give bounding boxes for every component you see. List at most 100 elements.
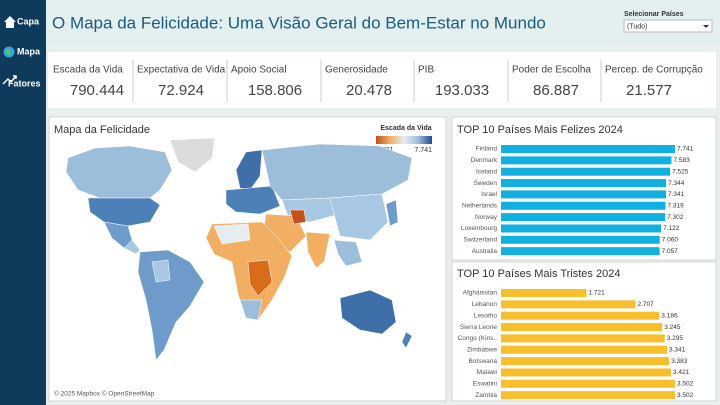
value-label: 7.319 [668,202,685,209]
category-label: Sierra Leone [460,324,498,331]
home-icon [4,16,16,28]
kpi-label: PIB [418,65,434,76]
chart-panel [451,261,717,402]
afghanistan [289,209,307,225]
kpi-label: Percep. de Corrupção [605,65,703,76]
south-america [137,249,205,361]
bar [501,213,666,222]
value-label: 3.421 [673,369,690,376]
kpi-value: 193.033 [435,82,489,99]
category-label: Afghanistan [463,290,498,297]
value-label: 3.383 [671,358,688,365]
sidebar [0,0,46,405]
kpi-label: Expectativa de Vida [137,65,226,76]
chart-icon [2,75,17,85]
new-zealand [401,331,413,349]
bar [501,167,671,176]
chart-title: TOP 10 Países Mais Tristes 2024 [457,268,620,280]
nav-item[interactable]: Fatores [8,78,41,88]
bar [501,190,667,199]
kpi-value: 20.478 [346,82,392,99]
map-credit: © 2025 Mapbox © OpenStreetMap [54,390,155,398]
venezuela-region [151,259,171,283]
map-title: Mapa da Felicidade [54,124,150,136]
kpi-label: Generosidade [325,65,388,76]
value-label: 3.295 [667,335,684,342]
value-label: 7.060 [662,237,679,244]
category-label: Finland [476,146,498,153]
category-label: Denmark [471,157,498,164]
filter-dropdown[interactable] [623,19,713,33]
legend-gradient [376,136,432,144]
value-label: 7.057 [662,248,679,255]
bar [501,247,660,256]
bar [501,300,636,309]
value-label: 7.741 [677,146,694,153]
kpi-value: 72.924 [158,82,204,99]
category-label: Lebanon [472,301,498,308]
filter-value: (Tudo) [627,23,647,30]
kpi-value: 158.806 [248,82,302,99]
value-label: 7.583 [673,157,690,164]
value-label: 7.525 [672,168,689,175]
china [329,193,389,241]
russia [261,143,413,201]
legend-title: Escada da Vida [380,125,431,132]
category-label: Netherlands [462,202,498,209]
bar [501,179,667,188]
category-label: Iceland [476,168,497,175]
value-label: 3.341 [669,346,686,353]
value-label: 2.707 [637,301,654,308]
category-label: Lesotho [474,312,498,319]
kpi-strip [48,52,716,108]
category-label: Luxembourg [461,225,498,232]
bar [501,345,668,354]
kpi-value: 790.444 [70,82,124,99]
europe [225,185,281,215]
globe-land [5,49,11,56]
bar [501,235,660,244]
header [46,0,720,45]
nav-item[interactable]: Mapa [17,46,41,56]
category-label: Botswana [468,358,497,365]
india [305,231,331,269]
value-label: 7.341 [668,191,685,198]
legend-max: 7.741 [414,147,432,154]
greenland [169,137,216,173]
value-label: 7.302 [667,214,684,221]
bar [501,357,670,366]
southeast-asia [333,239,363,267]
page-title: O Mapa da Felicidade: Uma Visão Geral do… [52,13,546,32]
bar [501,289,587,297]
category-label: Malawi [477,369,497,376]
kpi-group: Escada da Vida 790.444 Expectativa de Vida… [53,60,703,102]
bar [501,368,671,377]
bar [501,334,665,343]
value-label: 3.502 [677,381,694,388]
kpi-label: Escada da Vida [53,65,123,76]
central-africa [247,259,273,297]
kpi-value: 86.887 [533,82,579,99]
canada [65,145,173,199]
value-label: 3.186 [661,312,678,319]
world-map [65,137,413,361]
kpi-label: Poder de Escolha [512,65,591,76]
category-label: Eswatini [473,381,497,388]
dropdown-arrow [703,25,709,28]
bar [501,224,662,233]
value-label: 1.721 [589,290,606,297]
bar [501,156,672,165]
chart-title: TOP 10 Países Mais Felizes 2024 [457,124,623,136]
south-africa [239,299,263,321]
central-america [123,239,141,255]
australia [339,289,397,335]
north-africa [213,223,251,245]
kpi-value: 21.577 [626,82,672,99]
category-label: Australia [472,248,498,255]
nav-item[interactable]: Capa [17,16,40,26]
category-label: Norway [475,214,498,221]
category-label: Congo (Kins.. [458,335,498,342]
value-label: 3.502 [677,392,694,399]
bar [501,391,675,400]
category-label: Zambia [475,392,497,399]
